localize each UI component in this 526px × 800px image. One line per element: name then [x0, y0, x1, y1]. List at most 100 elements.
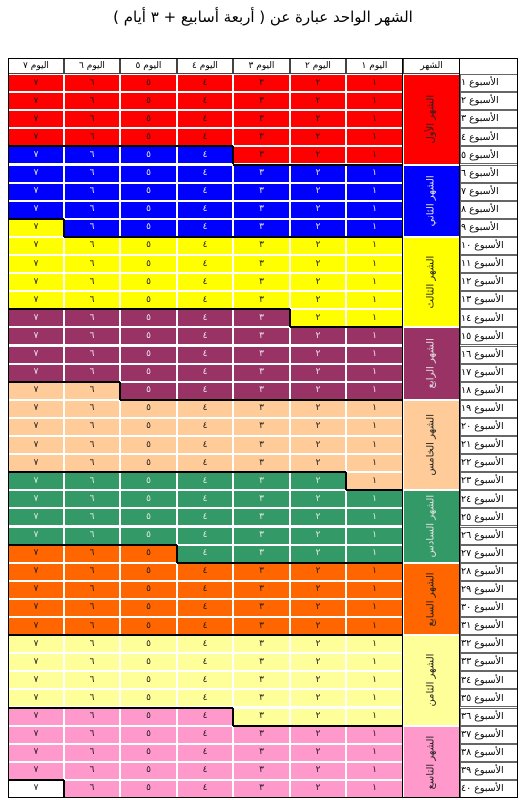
day-cell: ٣: [233, 110, 290, 129]
day-cell: ٢: [290, 399, 346, 418]
day-cell: ٣: [233, 472, 290, 491]
month-block: [403, 562, 460, 636]
day-cell: ١: [346, 598, 403, 617]
day-cell: ٧: [8, 363, 64, 382]
day-cell: ٦: [64, 164, 120, 183]
day-cell: ٤: [177, 128, 233, 147]
day-cell: ٢: [290, 598, 346, 617]
day-cell: ٧: [8, 671, 64, 690]
day-cell: ٥: [120, 345, 177, 364]
day-cell: ٢: [290, 273, 346, 292]
day-cell: ٧: [8, 327, 64, 346]
day-cell: ١: [346, 743, 403, 762]
day-cell: ٧: [8, 218, 64, 237]
day-header: اليوم ٢: [290, 58, 346, 74]
day-cell: ٢: [290, 707, 346, 726]
day-cell: ٥: [120, 110, 177, 129]
day-cell: ٧: [8, 490, 64, 509]
day-cell: ٥: [120, 309, 177, 328]
day-cell: ١: [346, 562, 403, 581]
day-cell: ٧: [8, 417, 64, 436]
day-cell: ١: [346, 309, 403, 328]
day-cell: ١: [346, 200, 403, 219]
week-label: الأسبوع ٢٩: [460, 580, 518, 599]
week-label: الأسبوع ٨: [460, 200, 518, 219]
day-cell: ٢: [290, 200, 346, 219]
day-cell: ٤: [177, 345, 233, 364]
day-cell: ٥: [120, 743, 177, 762]
day-cell: ٣: [233, 273, 290, 292]
day-cell: ١: [346, 725, 403, 744]
day-cell: ١: [346, 182, 403, 201]
day-cell: ٧: [8, 761, 64, 780]
day-cell: ٧: [8, 598, 64, 617]
day-cell: ٤: [177, 671, 233, 690]
day-cell: ٣: [233, 182, 290, 201]
day-cell: ٣: [233, 327, 290, 346]
day-cell: ٢: [290, 454, 346, 473]
day-cell: ٧: [8, 617, 64, 636]
month-header: الشهر: [403, 58, 460, 74]
week-label: الأسبوع ٣٠: [460, 598, 518, 617]
day-cell: ٣: [233, 725, 290, 744]
week-label: الأسبوع ٢٨: [460, 562, 518, 581]
day-cell: ٣: [233, 779, 290, 798]
day-cell: ٧: [8, 689, 64, 708]
day-cell: ٦: [64, 689, 120, 708]
day-cell: ١: [346, 345, 403, 364]
day-header: اليوم ٣: [233, 58, 290, 74]
day-cell: ٦: [64, 635, 120, 654]
week-label: الأسبوع ١: [460, 74, 518, 93]
day-cell: ٥: [120, 436, 177, 455]
day-cell: ٣: [233, 236, 290, 255]
week-label: الأسبوع ١٥: [460, 327, 518, 346]
day-cell: ٦: [64, 580, 120, 599]
day-cell: ٢: [290, 544, 346, 563]
day-cell: ٣: [233, 381, 290, 400]
day-cell: ٧: [8, 164, 64, 183]
day-cell: ٧: [8, 381, 64, 400]
day-cell: ٥: [120, 182, 177, 201]
week-label: الأسبوع ٣٣: [460, 653, 518, 672]
day-cell: ١: [346, 580, 403, 599]
day-cell: ٤: [177, 580, 233, 599]
day-cell: ٥: [120, 580, 177, 599]
day-cell: ١: [346, 128, 403, 147]
day-cell: ٢: [290, 236, 346, 255]
day-cell: ٧: [8, 472, 64, 491]
day-cell: ٥: [120, 200, 177, 219]
day-cell: ٣: [233, 490, 290, 509]
day-cell: ٢: [290, 146, 346, 165]
day-cell: ٤: [177, 725, 233, 744]
day-cell: ٤: [177, 74, 233, 93]
day-cell: ٦: [64, 508, 120, 527]
day-cell: ٢: [290, 526, 346, 545]
day-cell: ٥: [120, 255, 177, 274]
month-block: [403, 74, 460, 165]
day-cell: ٢: [290, 255, 346, 274]
day-cell: ٢: [290, 490, 346, 509]
day-cell: ١: [346, 544, 403, 563]
day-cell: ٢: [290, 580, 346, 599]
day-cell: ٣: [233, 743, 290, 762]
day-cell: ٦: [64, 128, 120, 147]
day-cell: ٧: [8, 779, 64, 798]
day-cell: ٥: [120, 399, 177, 418]
day-cell: ٦: [64, 454, 120, 473]
day-cell: ٢: [290, 472, 346, 491]
day-cell: ٤: [177, 417, 233, 436]
day-cell: ٣: [233, 74, 290, 93]
day-cell: ٦: [64, 345, 120, 364]
day-cell: ٧: [8, 236, 64, 255]
week-label: الأسبوع ٩: [460, 218, 518, 237]
day-cell: ٦: [64, 273, 120, 292]
day-cell: ٦: [64, 743, 120, 762]
month-name: الشهر الثاني: [425, 175, 437, 227]
day-cell: ٤: [177, 779, 233, 798]
day-cell: ٤: [177, 327, 233, 346]
day-cell: ٣: [233, 218, 290, 237]
day-cell: ٢: [290, 110, 346, 129]
day-cell: ١: [346, 472, 403, 491]
day-cell: ٥: [120, 74, 177, 93]
